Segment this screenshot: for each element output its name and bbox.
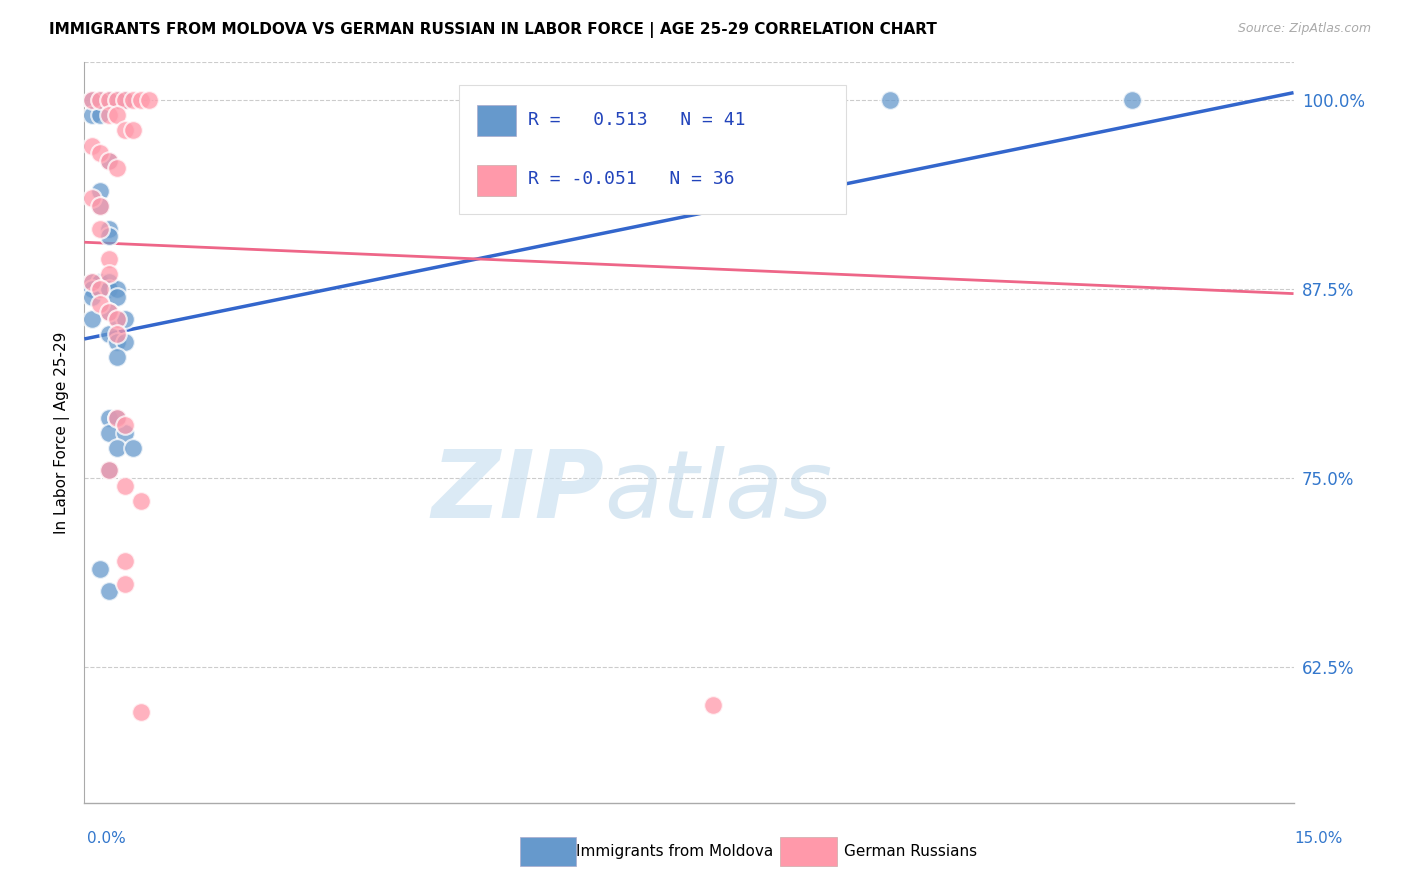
Point <box>89 199 111 213</box>
Point <box>97 93 120 107</box>
Point <box>114 312 136 326</box>
Text: R = -0.051   N = 36: R = -0.051 N = 36 <box>529 170 735 188</box>
Point <box>97 229 120 244</box>
Point <box>82 138 104 153</box>
Point <box>89 221 111 235</box>
Point <box>89 282 111 296</box>
Point <box>89 146 111 161</box>
Text: Immigrants from Moldova: Immigrants from Moldova <box>576 845 773 859</box>
Point <box>97 463 120 477</box>
Point <box>89 561 111 575</box>
Point <box>129 93 152 107</box>
Point <box>82 275 104 289</box>
Point <box>89 297 111 311</box>
Text: Source: ZipAtlas.com: Source: ZipAtlas.com <box>1237 22 1371 36</box>
Text: ZIP: ZIP <box>432 446 605 538</box>
Point <box>1121 93 1143 107</box>
Point <box>105 350 128 364</box>
Point <box>114 478 136 492</box>
Point <box>97 327 120 342</box>
Point <box>114 554 136 568</box>
Point <box>89 93 111 107</box>
Point <box>97 252 120 266</box>
Point <box>879 93 901 107</box>
Point <box>105 93 128 107</box>
Text: German Russians: German Russians <box>844 845 977 859</box>
Point <box>105 161 128 176</box>
Point <box>82 275 104 289</box>
Point <box>702 698 724 712</box>
Point <box>105 410 128 425</box>
Text: atlas: atlas <box>605 446 832 537</box>
Point <box>89 282 111 296</box>
FancyBboxPatch shape <box>780 838 837 866</box>
Text: IMMIGRANTS FROM MOLDOVA VS GERMAN RUSSIAN IN LABOR FORCE | AGE 25-29 CORRELATION: IMMIGRANTS FROM MOLDOVA VS GERMAN RUSSIA… <box>49 22 936 38</box>
Point <box>105 334 128 349</box>
Point <box>114 93 136 107</box>
Point <box>89 184 111 198</box>
Point <box>138 93 160 107</box>
Point <box>121 93 143 107</box>
Point <box>82 312 104 326</box>
Point <box>82 108 104 122</box>
Point <box>121 123 143 137</box>
Point <box>97 153 120 168</box>
Point <box>97 463 120 477</box>
Point <box>97 153 120 168</box>
Point <box>82 93 104 107</box>
Point <box>121 441 143 455</box>
Text: 15.0%: 15.0% <box>1295 831 1343 847</box>
Point <box>114 123 136 137</box>
Point <box>114 576 136 591</box>
Point <box>105 410 128 425</box>
Point <box>105 93 128 107</box>
Point <box>105 312 128 326</box>
Point <box>97 108 120 122</box>
Point <box>105 312 128 326</box>
Point <box>105 108 128 122</box>
Point <box>89 93 111 107</box>
Point <box>97 425 120 440</box>
Point <box>97 304 120 318</box>
Point <box>97 275 120 289</box>
Point <box>105 441 128 455</box>
Text: R =   0.513   N = 41: R = 0.513 N = 41 <box>529 112 745 129</box>
Point <box>114 334 136 349</box>
Text: 0.0%: 0.0% <box>87 831 127 847</box>
Point <box>97 282 120 296</box>
Point <box>89 108 111 122</box>
Point <box>97 584 120 599</box>
Point <box>97 410 120 425</box>
Point <box>114 93 136 107</box>
Point <box>82 93 104 107</box>
FancyBboxPatch shape <box>478 165 516 195</box>
FancyBboxPatch shape <box>478 105 516 136</box>
Point <box>105 282 128 296</box>
Point <box>105 290 128 304</box>
Point <box>89 199 111 213</box>
Point <box>97 93 120 107</box>
FancyBboxPatch shape <box>460 85 846 214</box>
Point <box>82 191 104 205</box>
Point <box>105 327 128 342</box>
Point <box>129 705 152 719</box>
Point <box>82 282 104 296</box>
Point <box>718 93 741 107</box>
Point <box>82 290 104 304</box>
Y-axis label: In Labor Force | Age 25-29: In Labor Force | Age 25-29 <box>55 332 70 533</box>
Point <box>97 304 120 318</box>
Point <box>89 275 111 289</box>
FancyBboxPatch shape <box>520 838 576 866</box>
Point <box>114 425 136 440</box>
Point <box>129 493 152 508</box>
Point <box>97 221 120 235</box>
Point <box>114 418 136 433</box>
Point <box>97 267 120 281</box>
